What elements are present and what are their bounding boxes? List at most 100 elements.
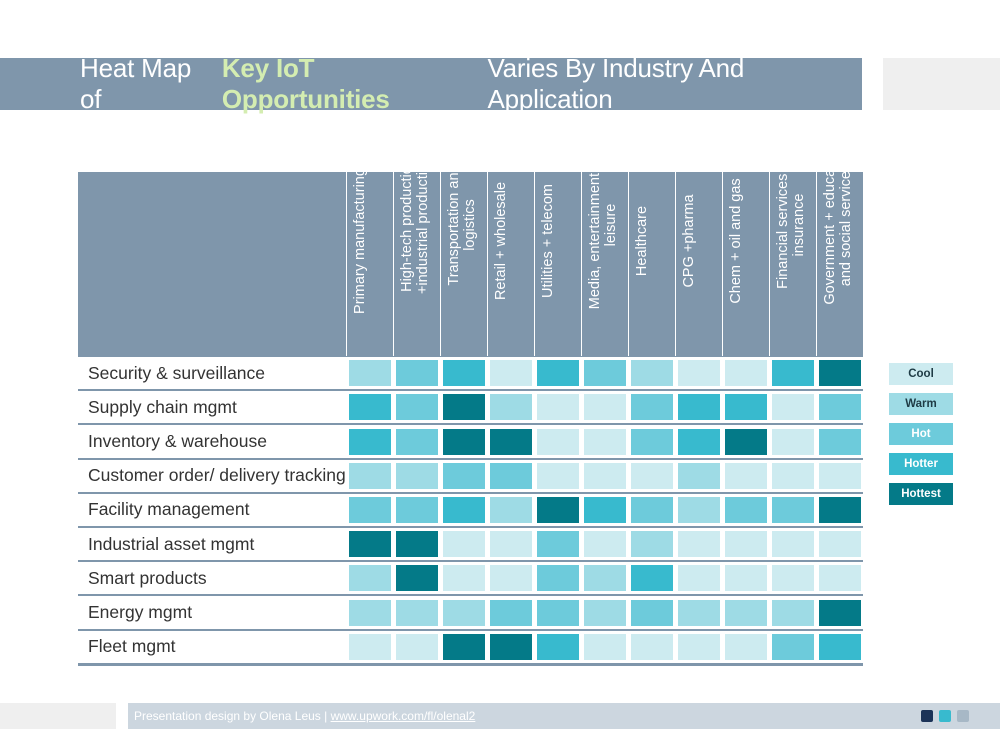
heatmap-cell <box>818 462 861 489</box>
heatmap-cell <box>771 565 814 592</box>
heatmap-cell <box>395 565 438 592</box>
title-side-panel <box>883 58 1000 110</box>
legend-item: Hottest <box>889 483 953 505</box>
heatmap-cell <box>536 428 579 455</box>
heatmap-cell <box>724 531 767 558</box>
heatmap-cell <box>818 633 861 660</box>
column-header-label: Transportation and logistics <box>446 164 478 286</box>
row-label: Facility management <box>78 493 346 526</box>
heatmap-cell <box>348 599 391 626</box>
heatmap-cell <box>583 633 626 660</box>
column-header: Government + education and social servic… <box>816 145 863 356</box>
heatmap-cell <box>818 599 861 626</box>
heatmap-cell <box>442 462 485 489</box>
column-header-label: Healthcare <box>634 205 650 277</box>
heatmap-cell <box>536 394 579 421</box>
heatmap-cell <box>489 565 532 592</box>
heatmap-cell <box>395 531 438 558</box>
heatmap-cell <box>536 599 579 626</box>
row-label: Supply chain mgmt <box>78 391 346 424</box>
heatmap-cell <box>677 565 720 592</box>
heatmap-cell <box>818 360 861 387</box>
heatmap-cell <box>677 360 720 387</box>
row-label: Smart products <box>78 562 346 595</box>
heatmap-cell <box>724 496 767 523</box>
heatmap-cell <box>489 360 532 387</box>
heatmap-cell <box>818 428 861 455</box>
legend-item: Cool <box>889 363 953 385</box>
heatmap-cell <box>771 599 814 626</box>
heatmap-cell <box>771 360 814 387</box>
column-header: CPG +pharma <box>675 172 722 356</box>
nav-dot-teal <box>939 710 951 722</box>
column-header: Chem + oil and gas <box>722 172 769 356</box>
heatmap-cell <box>489 496 532 523</box>
heatmap-cell <box>630 394 673 421</box>
heatmap-cell <box>442 599 485 626</box>
footer-credit: Presentation design by Olena Leus | <box>134 709 328 723</box>
heatmap-cell <box>536 531 579 558</box>
title-prefix: Heat Map of <box>80 53 192 114</box>
heatmap-cell <box>583 462 626 489</box>
heatmap-cell <box>677 531 720 558</box>
column-header: Transportation and logistics <box>440 164 487 356</box>
nav-dot-grey <box>957 710 969 722</box>
heatmap-cell <box>395 496 438 523</box>
heatmap-cell <box>489 462 532 489</box>
heatmap-cell <box>630 496 673 523</box>
heatmap-cell <box>489 599 532 626</box>
nav-dot-dark <box>921 710 933 722</box>
heatmap-cell <box>583 394 626 421</box>
heatmap-cell <box>677 599 720 626</box>
heatmap-cell <box>489 394 532 421</box>
column-header: Media, entertainment, and leisure <box>581 141 628 356</box>
heatmap-cell <box>395 428 438 455</box>
column-header: Primary manufacturing <box>346 168 393 356</box>
column-header: High-tech production +industrial product… <box>393 156 440 356</box>
heatmap-cell <box>724 462 767 489</box>
heatmap-cell <box>724 394 767 421</box>
heatmap-cell <box>442 394 485 421</box>
heatmap-cell <box>442 531 485 558</box>
column-header: Utilities + telecom <box>534 172 581 356</box>
heatmap-cell <box>583 428 626 455</box>
heatmap-cell <box>348 565 391 592</box>
heatmap-cell <box>348 394 391 421</box>
heatmap-cell <box>348 360 391 387</box>
heatmap-cell <box>583 360 626 387</box>
heatmap-cell <box>677 394 720 421</box>
heatmap-cell <box>442 428 485 455</box>
legend-item: Hotter <box>889 453 953 475</box>
footer-left-block <box>0 703 116 729</box>
heatmap-cell <box>583 565 626 592</box>
column-header-label: Financial services + insurance <box>775 161 807 289</box>
heatmap-cell <box>630 565 673 592</box>
row-label: Industrial asset mgmt <box>78 528 346 561</box>
row-label: Security & surveillance <box>78 357 346 390</box>
heatmap-cell <box>583 531 626 558</box>
heatmap-cell <box>536 360 579 387</box>
heatmap-cell <box>348 496 391 523</box>
row-label: Energy mgmt <box>78 596 346 629</box>
heatmap-cell <box>395 462 438 489</box>
footer: Presentation design by Olena Leus | www.… <box>0 703 1000 729</box>
column-header-label: High-tech production +industrial product… <box>399 155 431 295</box>
heatmap-cell <box>489 633 532 660</box>
row-label: Customer order/ delivery tracking <box>78 459 346 492</box>
heatmap-cell <box>771 496 814 523</box>
title-bar: Heat Map of Key IoT Opportunities Varies… <box>0 53 862 114</box>
footer-link[interactable]: www.upwork.com/fl/olenal2 <box>330 709 476 723</box>
column-header-label: CPG +pharma <box>681 194 697 288</box>
heatmap-cell <box>348 633 391 660</box>
heatmap-cell <box>630 428 673 455</box>
column-header-label: Primary manufacturing <box>352 168 368 314</box>
column-header: Financial services + insurance <box>769 161 816 356</box>
heatmap-cell <box>771 428 814 455</box>
heatmap-cell <box>536 462 579 489</box>
heatmap-cell <box>630 531 673 558</box>
heatmap-cell <box>771 394 814 421</box>
heatmap-cell <box>536 633 579 660</box>
column-header: Retail + wholesale <box>487 172 534 356</box>
heatmap-cell <box>489 428 532 455</box>
column-header-label: Media, entertainment, and leisure <box>587 140 619 310</box>
